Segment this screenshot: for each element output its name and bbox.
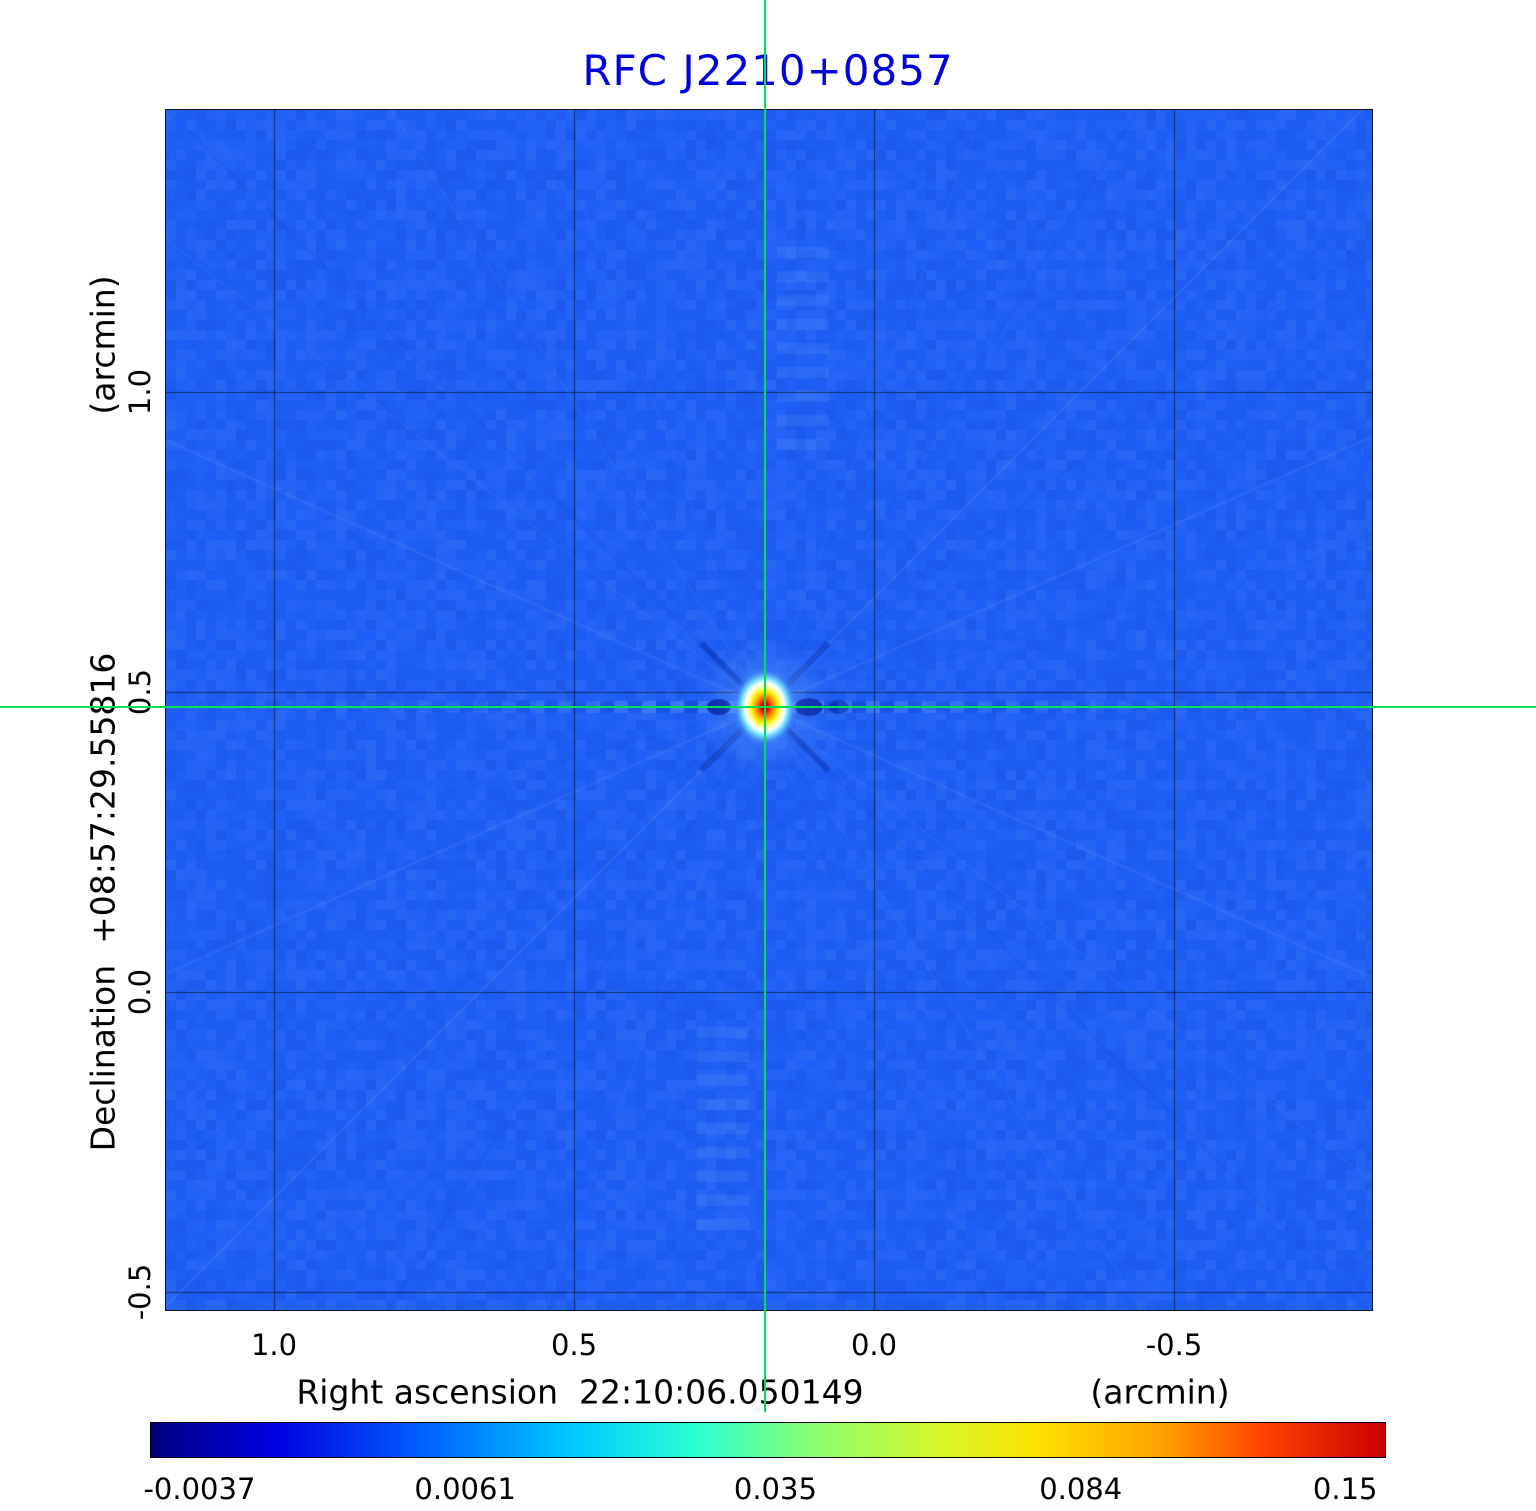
crosshair-horizontal-line bbox=[0, 706, 1536, 708]
x-tick-label: -0.5 bbox=[1145, 1328, 1203, 1362]
x-tick-label: 1.0 bbox=[250, 1328, 298, 1362]
colorbar-tick-label: 0.0061 bbox=[414, 1472, 516, 1506]
colorbar-tick-label: -0.0037 bbox=[143, 1472, 256, 1506]
colorbar-tick-label: 0.15 bbox=[1312, 1472, 1378, 1506]
sky-map-canvas bbox=[166, 110, 1372, 1310]
plot-title: RFC J2210+0857 bbox=[582, 46, 954, 95]
sky-map bbox=[165, 109, 1373, 1311]
colorbar-gradient bbox=[151, 1423, 1385, 1457]
y-tick-label: 0.5 bbox=[123, 668, 157, 716]
y-axis-unit-label: (arcmin) bbox=[83, 275, 123, 415]
y-tick-label: 1.0 bbox=[123, 368, 157, 416]
x-tick-label: 0.5 bbox=[550, 1328, 598, 1362]
x-tick-label: 0.0 bbox=[850, 1328, 898, 1362]
colorbar bbox=[150, 1422, 1386, 1458]
y-tick-label: 0.0 bbox=[123, 968, 157, 1016]
y-tick-label: -0.5 bbox=[123, 1263, 157, 1321]
y-axis-title: Declination +08:57:29.55816 bbox=[83, 652, 123, 1152]
x-axis-unit-label: (arcmin) bbox=[1090, 1372, 1230, 1412]
colorbar-tick-label: 0.035 bbox=[733, 1472, 817, 1506]
x-axis-title: Right ascension 22:10:06.050149 bbox=[296, 1372, 864, 1412]
colorbar-tick-label: 0.084 bbox=[1039, 1472, 1123, 1506]
